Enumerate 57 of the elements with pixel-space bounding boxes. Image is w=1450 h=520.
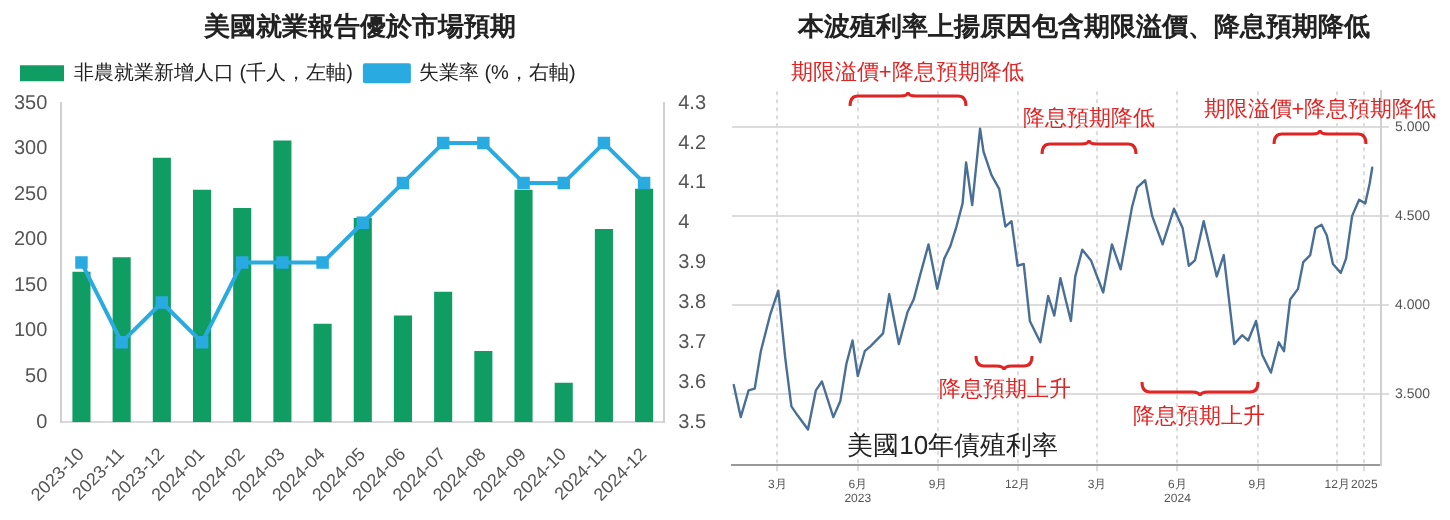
point [597,136,611,150]
bar [594,228,613,423]
y2-tick-label: 3.7 [678,331,707,354]
point [195,336,209,349]
y2-tick-label: 3.5 [678,411,707,434]
point [235,256,249,269]
y-tick-label: 300 [13,138,49,161]
legend-label: 失業率 (%，右軸) [418,60,576,85]
y2-tick-label: 4.3 [678,92,707,115]
bar [353,217,372,423]
bar [72,271,91,423]
annotation: 期限溢價+降息預期降低 [1203,95,1437,122]
bar [152,157,171,423]
legend-label: 非農就業新增人口 (千人，左軸) [74,60,353,85]
y-tick-label: 250 [13,183,49,206]
bar [233,207,252,423]
annotation: 降息預期上升 [938,376,1071,403]
y-tick-label: 100 [13,320,49,343]
bar [192,189,212,423]
point [436,136,450,150]
point [557,176,570,190]
y-tick-label: 150 [13,274,49,297]
annotation: 美國10年債殖利率 [847,429,1059,460]
bar [112,257,131,423]
bar [393,315,413,423]
point [396,176,410,190]
point [316,256,329,269]
y-tick-label: 200 [13,229,49,252]
y-tick-label: 0 [36,411,49,434]
y2-tick-label: 3.8 [678,291,707,314]
chart-title: 美國就業報告優於市場預期 [202,10,516,41]
annotation: 降息預期降低 [1022,105,1155,132]
point [356,216,370,229]
y2-tick-label: 4.2 [678,132,707,155]
point [75,256,88,269]
bar [474,350,493,423]
chart-title: 本波殖利率上揚原因包含期限溢價、降息預期降低 [796,10,1370,41]
point [517,176,530,190]
y-tick-label: 50 [25,365,49,388]
point [637,176,651,190]
bar [434,291,453,423]
bar [273,140,292,423]
bar [554,382,573,423]
bar [514,189,533,423]
y2-tick-label: 4.1 [678,172,707,195]
y-tick-label: 350 [13,92,49,115]
y2-tick-label: 3.6 [678,371,707,394]
bar [313,323,332,423]
y2-tick-label: 3.9 [678,252,707,275]
point [276,256,289,269]
bar [635,188,654,423]
point [155,296,169,309]
text: 期限溢價+降息預期降低 [790,58,1024,85]
annotation: 降息預期上升 [1133,402,1266,429]
y2-tick-label: 4 [678,212,691,235]
point [477,136,490,150]
point [115,336,128,349]
